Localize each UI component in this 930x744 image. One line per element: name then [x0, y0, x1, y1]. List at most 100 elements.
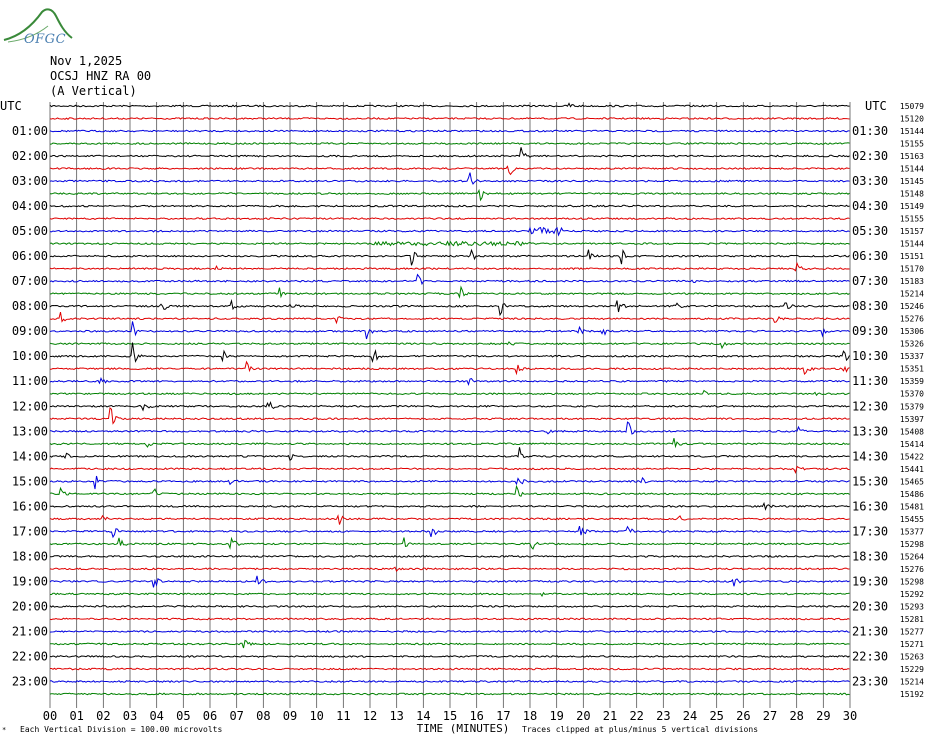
trace-count-label: 15379	[900, 402, 924, 411]
left-hour-label: 03:00	[12, 174, 48, 188]
trace-count-label: 15359	[900, 377, 924, 386]
trace-count-label: 15414	[900, 440, 924, 449]
seismic-trace-30	[49, 475, 850, 490]
left-hour-label: 15:00	[12, 474, 48, 488]
left-hour-label: 14:00	[12, 449, 48, 463]
seismic-trace-32	[49, 501, 850, 511]
left-hour-label: 11:00	[12, 374, 48, 388]
trace-count-label: 15170	[900, 265, 924, 274]
trace-count-label: 15306	[900, 327, 924, 336]
seismic-trace-27	[49, 438, 850, 449]
x-tick-label: 01	[69, 709, 83, 723]
trace-count-label: 15281	[900, 615, 924, 624]
x-tick-label: 18	[523, 709, 537, 723]
trace-count-label: 15370	[900, 390, 924, 399]
seismic-trace-38	[49, 575, 850, 588]
trace-count-label: 15465	[900, 477, 924, 486]
trace-count-label: 15276	[900, 315, 924, 324]
x-tick-label: 21	[603, 709, 617, 723]
right-hour-label: 19:30	[852, 574, 888, 588]
seismic-trace-35	[49, 536, 850, 550]
x-tick-label: 15	[443, 709, 457, 723]
trace-count-label: 15264	[900, 552, 924, 561]
x-tick-label: 03	[123, 709, 137, 723]
x-tick-label: 08	[256, 709, 270, 723]
right-axis-title: UTC	[865, 99, 887, 113]
seismic-trace-36	[49, 554, 850, 558]
header-component: (A Vertical)	[50, 84, 137, 98]
right-hour-label: 18:30	[852, 549, 888, 563]
seismic-trace-0	[49, 102, 850, 108]
trace-count-label: 15144	[900, 165, 924, 174]
trace-count-label: 15276	[900, 565, 924, 574]
trace-count-label: 15157	[900, 227, 924, 236]
trace-count-label: 15183	[900, 277, 924, 286]
seismic-trace-7	[49, 188, 850, 202]
seismic-trace-18	[49, 321, 850, 340]
seismic-trace-28	[49, 447, 850, 462]
right-hour-label: 13:30	[852, 424, 888, 438]
left-axis-title: UTC	[0, 99, 22, 113]
x-tick-label: 04	[149, 709, 163, 723]
seismic-trace-13	[49, 261, 850, 272]
right-hour-label: 08:30	[852, 299, 888, 313]
trace-count-label: 15229	[900, 665, 924, 674]
right-hour-label: 21:30	[852, 624, 888, 638]
seismic-trace-11	[49, 240, 850, 247]
seismic-trace-8	[49, 204, 850, 208]
x-tick-label: 02	[96, 709, 110, 723]
x-tick-label: 24	[683, 709, 697, 723]
trace-count-label: 15455	[900, 515, 924, 524]
trace-count-label: 15155	[900, 215, 924, 224]
seismic-trace-46	[49, 680, 850, 683]
left-hour-label: 23:00	[12, 674, 48, 688]
seismic-trace-44	[49, 655, 850, 658]
left-hour-label: 21:00	[12, 624, 48, 638]
x-tick-label: 16	[469, 709, 483, 723]
logo-swoosh-icon	[3, 8, 73, 43]
x-tick-label: 25	[709, 709, 723, 723]
seismic-trace-40	[49, 604, 850, 608]
seismic-trace-41	[49, 617, 850, 621]
trace-count-label: 15271	[900, 640, 924, 649]
seismic-trace-45	[49, 667, 850, 671]
x-tick-label: 26	[736, 709, 750, 723]
trace-count-label: 15214	[900, 290, 924, 299]
trace-count-label: 15151	[900, 252, 924, 261]
seismic-trace-1	[49, 117, 850, 120]
trace-count-label: 15298	[900, 577, 924, 586]
seismic-trace-25	[49, 407, 850, 425]
seismic-trace-33	[49, 514, 850, 525]
seismic-trace-14	[49, 273, 850, 286]
seismic-trace-23	[49, 389, 850, 397]
left-hour-label: 18:00	[12, 549, 48, 563]
trace-count-label: 15293	[900, 602, 924, 611]
seismic-trace-4	[49, 147, 850, 159]
seismic-trace-34	[49, 525, 850, 539]
left-hour-label: 12:00	[12, 399, 48, 413]
trace-count-label: 15326	[900, 340, 924, 349]
footer-corner-mark: *	[2, 726, 6, 734]
seismic-trace-31	[49, 484, 850, 497]
x-tick-label: 12	[363, 709, 377, 723]
seismic-trace-21	[49, 360, 850, 376]
seismic-trace-43	[49, 639, 850, 649]
seismic-trace-6	[49, 172, 850, 185]
trace-count-label: 15377	[900, 527, 924, 536]
x-tick-label: 06	[203, 709, 217, 723]
trace-count-label: 15263	[900, 652, 924, 661]
trace-count-label: 15214	[900, 677, 924, 686]
trace-count-label: 15144	[900, 240, 924, 249]
seismic-trace-29	[49, 465, 850, 474]
trace-count-label: 15337	[900, 352, 924, 361]
x-tick-label: 20	[576, 709, 590, 723]
seismic-trace-22	[49, 377, 850, 387]
trace-count-label: 15292	[900, 590, 924, 599]
trace-count-label: 15408	[900, 427, 924, 436]
x-tick-label: 05	[176, 709, 190, 723]
logo-text: OFGC	[24, 32, 67, 47]
right-hour-label: 09:30	[852, 324, 888, 338]
x-tick-label: 07	[229, 709, 243, 723]
trace-count-label: 15246	[900, 302, 924, 311]
